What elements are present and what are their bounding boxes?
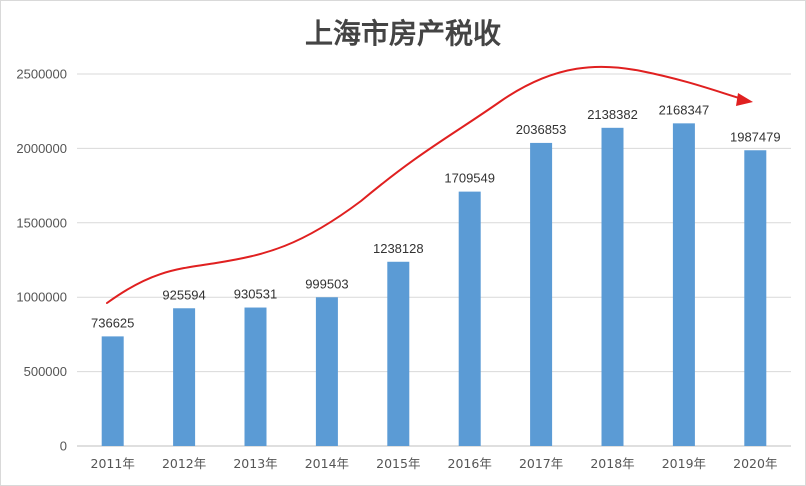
trend-arrowhead: [736, 93, 753, 106]
y-tick-label: 2500000: [16, 67, 67, 82]
x-tick-label: 2013年: [233, 456, 277, 471]
bar: [101, 336, 124, 446]
x-tick-label: 2011年: [91, 456, 135, 471]
bar: [315, 297, 338, 446]
y-tick-label: 1500000: [16, 215, 67, 230]
bar: [601, 127, 624, 446]
data-label: 2036853: [516, 122, 567, 137]
data-label: 2168347: [659, 102, 710, 117]
bar: [387, 261, 410, 446]
data-label: 736625: [91, 315, 134, 330]
bar: [672, 123, 695, 446]
y-tick-label: 500000: [24, 364, 67, 379]
data-label: 1709549: [444, 171, 495, 186]
bars: [101, 123, 767, 447]
bar: [244, 307, 267, 446]
x-tick-label: 2019年: [662, 456, 706, 471]
data-label: 2138382: [587, 107, 638, 122]
bar: [458, 191, 481, 446]
y-tick-label: 1000000: [16, 290, 67, 305]
x-tick-label: 2020年: [733, 456, 777, 471]
data-labels: 736625 925594 930531 999503 1238128 1709549 20…: [91, 102, 781, 330]
data-label: 999503: [305, 276, 348, 291]
y-axis-ticks: 0 500000 1000000 1500000 2000000 2500000: [16, 67, 67, 454]
data-label: 930531: [234, 287, 277, 302]
chart-title: 上海市房产税收: [305, 17, 501, 50]
trend-arrow-annotation: [106, 65, 753, 304]
x-tick-label: 2018年: [590, 456, 634, 471]
gridlines: [77, 73, 791, 447]
bar: [530, 142, 553, 447]
x-tick-label: 2015年: [376, 456, 420, 471]
x-tick-label: 2012年: [162, 456, 206, 471]
x-tick-label: 2017年: [519, 456, 563, 471]
bar: [173, 308, 196, 446]
data-label: 925594: [162, 287, 205, 302]
x-tick-label: 2014年: [305, 456, 349, 471]
trend-arrow-line: [106, 65, 750, 304]
y-tick-label: 0: [60, 439, 67, 454]
data-label: 1238128: [373, 241, 424, 256]
x-axis-ticks: 2011年 2012年 2013年 2014年 2015年 2016年 2017年 2018年…: [91, 456, 778, 471]
x-tick-label: 2016年: [448, 456, 492, 471]
bar: [744, 150, 767, 446]
data-label: 1987479: [730, 129, 781, 144]
y-tick-label: 2000000: [16, 141, 67, 156]
